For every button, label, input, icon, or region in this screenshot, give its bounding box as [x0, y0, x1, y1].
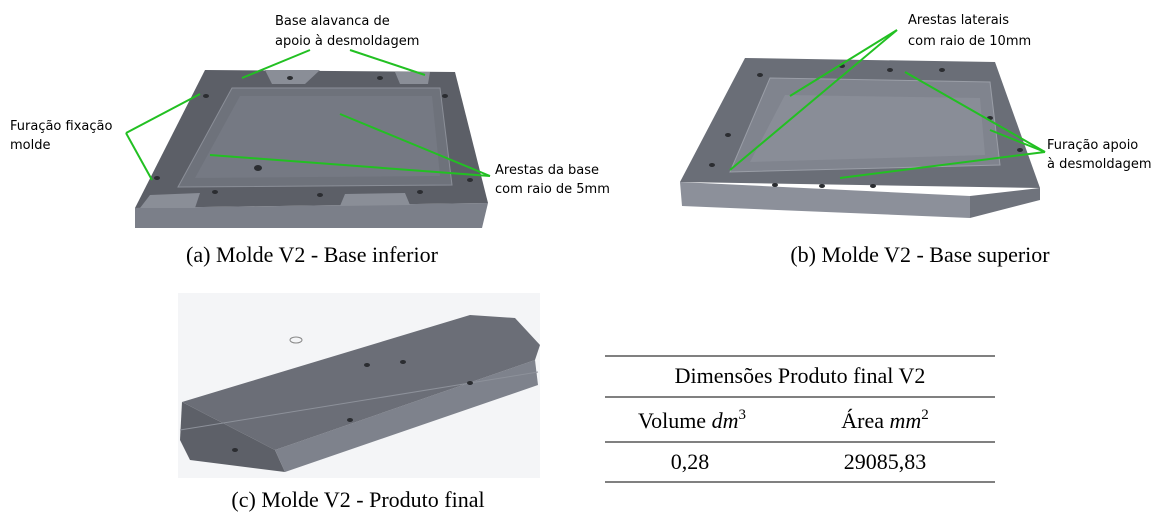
- header-exponent: 3: [738, 407, 746, 423]
- annotation-line: com raio de 10mm: [908, 34, 1031, 49]
- caption: (a) Molde V2 - Base inferior: [186, 242, 439, 267]
- annotation: Furação apoio à desmoldagem: [1047, 138, 1151, 172]
- annotation: Base alavanca de apoio à desmoldagem: [275, 14, 419, 49]
- annotation-line: com raio de 5mm: [495, 182, 610, 197]
- table-title: Dimensões Produto final V2: [675, 363, 926, 388]
- header-text: Área: [841, 408, 884, 433]
- header-text: Volume: [638, 408, 706, 433]
- annotation-line: Arestas laterais: [908, 13, 1009, 28]
- header-exponent: 2: [921, 407, 929, 423]
- figure: Base alavanca de apoio à desmoldagem Fura…: [0, 0, 1169, 523]
- annotation-line: Base alavanca de: [275, 14, 390, 29]
- annotation: Arestas da base com raio de 5mm: [495, 163, 610, 197]
- annotation: Furação fixação molde: [10, 119, 112, 153]
- caption: (b) Molde V2 - Base superior: [790, 242, 1050, 267]
- header-unit: dm: [712, 408, 739, 433]
- table-header: Volume dm3: [638, 407, 746, 433]
- annotation: Arestas laterais com raio de 10mm: [908, 13, 1031, 49]
- table-cell: 29085,83: [844, 449, 927, 474]
- header-unit: mm: [889, 408, 921, 433]
- annotation-line: Arestas da base: [495, 163, 599, 178]
- annotation-line: apoio à desmoldagem: [275, 34, 419, 49]
- annotation-line: molde: [10, 138, 50, 153]
- annotation-line: à desmoldagem: [1047, 157, 1151, 172]
- image-base-superior: [680, 58, 1040, 218]
- annotation-line: Furação fixação: [10, 119, 112, 134]
- image-base-inferior: [135, 70, 488, 228]
- caption: (c) Molde V2 - Produto final: [231, 487, 484, 512]
- table-cell: 0,28: [671, 449, 710, 474]
- page: {"figures": [ {"caption": "(a) Molde V2 …: [0, 0, 1169, 523]
- image-produto-final: [178, 293, 540, 478]
- table: Dimensões Produto final V2 Volume dm3 Ár…: [605, 356, 995, 482]
- table-header: Área mm2: [841, 407, 929, 433]
- annotation-line: Furação apoio: [1047, 138, 1138, 153]
